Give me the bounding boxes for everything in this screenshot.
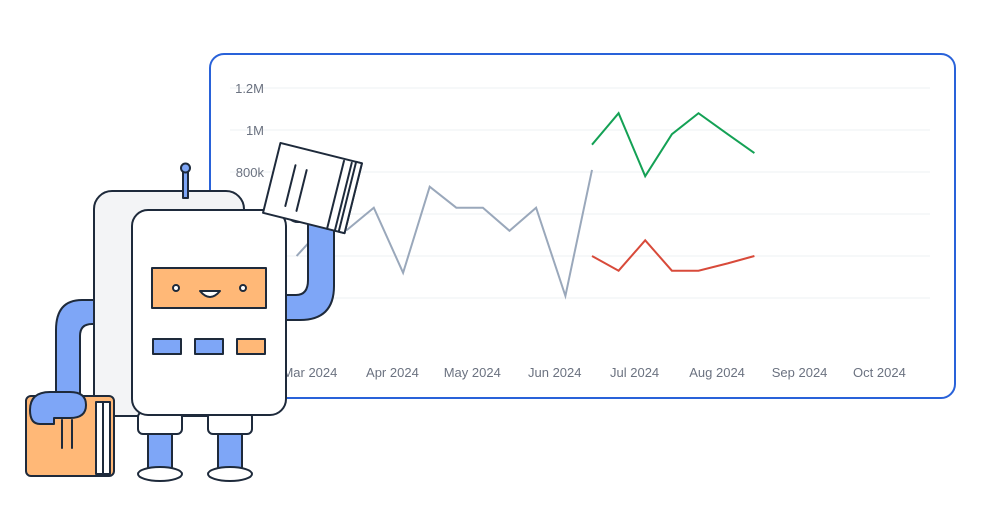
x-tick-label: Apr 2024 — [366, 365, 419, 380]
x-tick-label: Jun 2024 — [528, 365, 582, 380]
x-tick-label: Aug 2024 — [689, 365, 745, 380]
robot-body-front — [131, 209, 287, 416]
x-tick-label: Mar 2024 — [282, 365, 337, 380]
robot-left-hand — [29, 391, 87, 425]
robot-button-2 — [194, 338, 224, 355]
robot-button-3 — [236, 338, 266, 355]
x-axis-ticks: Mar 2024 Apr 2024 May 2024 Jun 2024 Jul 2024… — [282, 365, 905, 380]
robot-smile — [199, 290, 221, 298]
robot-right-eye — [239, 284, 247, 292]
x-tick-label: Oct 2024 — [853, 365, 906, 380]
robot-face-screen — [151, 267, 267, 309]
x-tick-label: May 2024 — [444, 365, 501, 380]
x-tick-label: Jul 2024 — [610, 365, 659, 380]
x-tick-label: Sep 2024 — [772, 365, 828, 380]
robot-left-eye — [172, 284, 180, 292]
robot-left-foot — [137, 466, 183, 482]
series-line-2 — [591, 238, 755, 272]
robot-antenna-tip — [180, 162, 191, 174]
y-axis-ticks: 1.2M 1M 800k — [235, 81, 264, 180]
y-tick-label: 1M — [246, 123, 264, 138]
y-tick-label: 1.2M — [235, 81, 264, 96]
robot-tablet — [262, 141, 363, 235]
robot-right-foot — [207, 466, 253, 482]
y-tick-label: 800k — [236, 165, 265, 180]
series-line-1 — [591, 111, 755, 179]
robot-button-1 — [152, 338, 182, 355]
robot-mascot — [25, 141, 363, 482]
